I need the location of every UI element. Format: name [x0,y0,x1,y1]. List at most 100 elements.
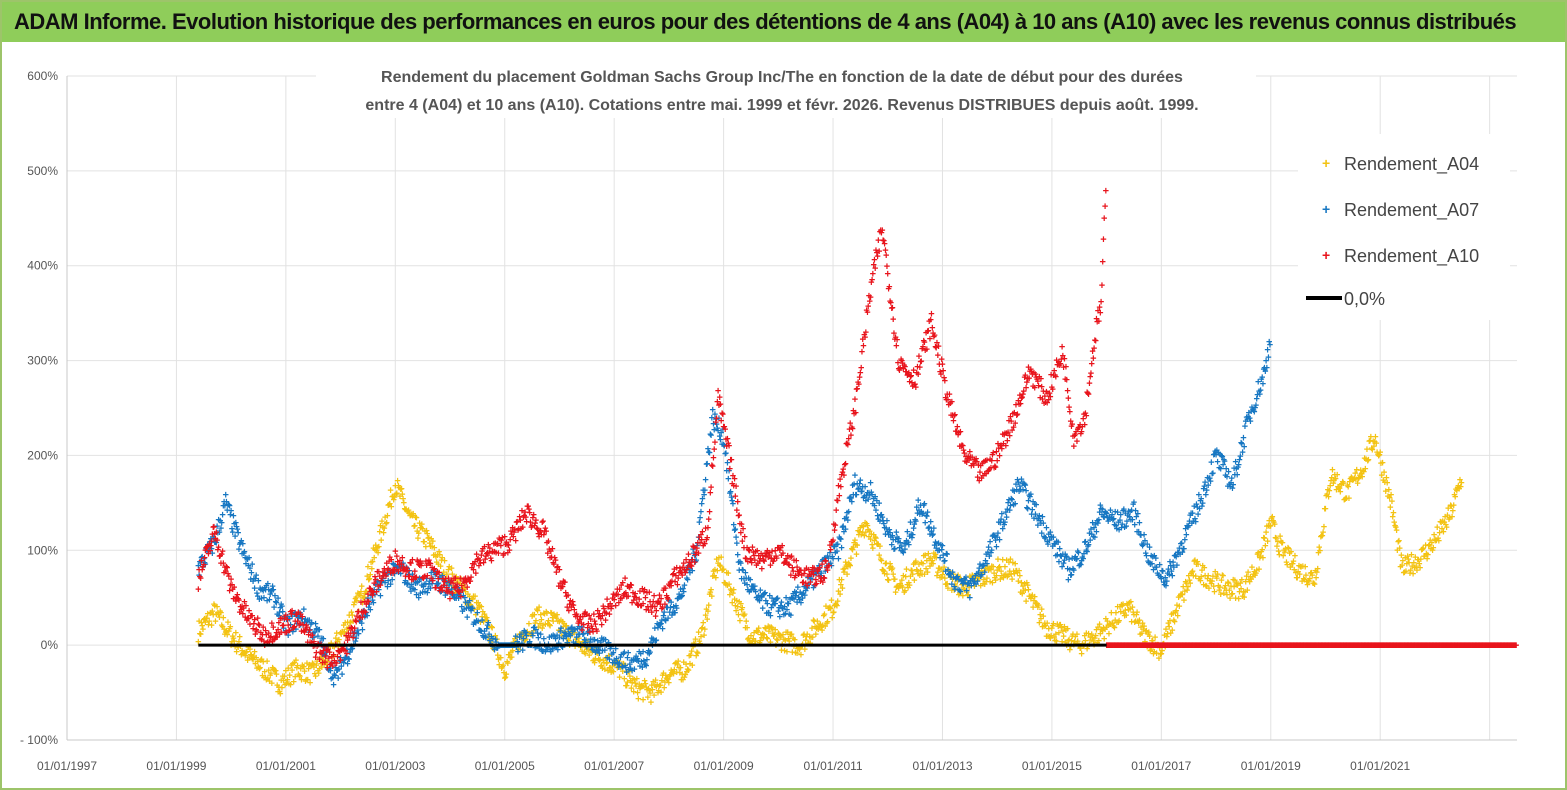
y-tick-label: 400% [27,259,58,273]
y-tick-label: 200% [27,448,58,462]
scatter-point: + [744,622,750,634]
scatter-point: + [707,587,713,599]
scatter-point: + [323,660,329,672]
scatter-point: + [319,655,325,667]
legend-marker-a07: + [1322,201,1330,217]
series-rendement-a04: ++++++++++++++++++++++++++++++++++++++++… [195,431,1465,709]
scatter-point: + [480,616,486,628]
scatter-point: + [720,409,726,421]
scatter-point: + [451,573,457,585]
scatter-point: + [838,543,844,555]
scatter-point: + [918,356,924,368]
scatter-point: + [455,574,461,586]
scatter-point: + [713,554,719,566]
subtitle-line-2: entre 4 (A04) et 10 ans (A10). Cotations… [365,97,1198,114]
scatter-point: + [460,580,466,592]
scatter-point: + [384,511,390,523]
scatter-point: + [519,629,525,641]
scatter-point: + [731,594,737,606]
scatter-point: + [407,510,413,522]
scatter-point: + [892,587,898,599]
scatter-point: + [475,598,481,610]
scatter-point: + [223,625,229,637]
scatter-point: + [389,492,395,504]
scatter-point: + [501,668,507,680]
scatter-point: + [561,619,567,631]
scatter-point: + [728,585,734,597]
scatter-point: + [290,658,296,670]
scatter-point: + [493,634,499,646]
scatter-point: + [820,610,826,622]
scatter-point: + [734,601,740,613]
scatter-point: + [376,541,382,553]
scatter-point: + [1083,411,1089,423]
scatter-point: + [824,618,830,630]
scatter-point: + [245,642,251,654]
scatter-point: + [1260,379,1266,391]
scatter-point: + [564,637,570,649]
scatter-point: + [634,674,640,686]
scatter-point: + [584,636,590,648]
scatter-point: + [887,559,893,571]
scatter-point: + [320,652,326,664]
scatter-point: + [462,583,468,595]
scatter-point: + [540,620,546,632]
scatter-point: + [798,649,804,661]
scatter-point: + [931,523,937,535]
scatter-point: + [326,647,332,659]
scatter-point: + [1241,442,1247,454]
scatter-point: + [918,557,924,569]
scatter-point: + [835,586,841,598]
scatter-point: + [502,673,508,685]
scatter-point: + [472,591,478,603]
scatter-point: + [739,603,745,615]
scatter-point: + [635,693,641,705]
scatter-point: + [726,579,732,591]
scatter-point: + [424,529,430,541]
scatter-point: + [830,535,836,547]
scatter-point: + [235,642,241,654]
scatter-point: + [509,652,515,664]
scatter-point: + [333,628,339,640]
scatter-point: + [236,636,242,648]
scatter-point: + [496,659,502,671]
scatter-point: + [908,565,914,577]
scatter-point: + [792,647,798,659]
scatter-point: + [430,536,436,548]
scatter-point: + [868,529,874,541]
scatter-point: + [899,575,905,587]
scatter-point: + [222,627,228,639]
scatter-point: + [666,671,672,683]
scatter-point: + [292,672,298,684]
scatter-point: + [214,601,220,613]
scatter-point: + [591,655,597,667]
scatter-point: + [685,665,691,677]
scatter-point: + [832,599,838,611]
scatter-point: + [246,652,252,664]
scatter-point: + [667,670,673,682]
scatter-point: + [882,559,888,571]
scatter-point: + [251,647,257,659]
scatter-point: + [565,634,571,646]
scatter-point: + [308,660,314,672]
scatter-point: + [663,670,669,682]
x-tick-label: 01/01/2001 [256,759,316,773]
scatter-point: + [826,603,832,615]
scatter-point: + [526,619,532,631]
scatter-point: + [905,583,911,595]
scatter-point: + [699,623,705,635]
scatter-point: + [736,597,742,609]
scatter-point: + [913,382,919,394]
scatter-point: + [230,633,236,645]
scatter-point: + [774,634,780,646]
scatter-point: + [512,637,518,649]
scatter-point: + [491,642,497,654]
scatter-point: + [713,573,719,585]
scatter-point: + [573,634,579,646]
scatter-point: + [450,581,456,593]
scatter-point: + [322,650,328,662]
scatter-point: + [542,619,548,631]
scatter-point: + [996,534,1002,546]
scatter-point: + [721,578,727,590]
scatter-point: + [1260,553,1266,565]
